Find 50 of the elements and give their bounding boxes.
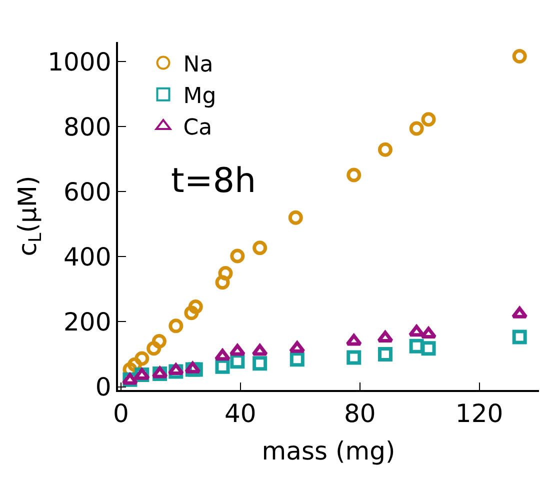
point bbox=[184, 362, 201, 374]
point bbox=[229, 344, 246, 356]
annotation: t=8h bbox=[171, 161, 256, 201]
point bbox=[421, 341, 436, 356]
point bbox=[346, 334, 362, 346]
point bbox=[230, 248, 245, 264]
x-tick-label: 120 bbox=[455, 398, 504, 428]
point bbox=[152, 334, 166, 348]
point bbox=[218, 266, 233, 280]
point bbox=[408, 324, 425, 337]
point bbox=[252, 344, 268, 356]
point bbox=[188, 299, 203, 314]
point bbox=[252, 240, 268, 256]
point bbox=[409, 121, 424, 136]
point bbox=[215, 359, 230, 374]
point bbox=[421, 112, 436, 127]
point bbox=[184, 306, 199, 320]
point bbox=[146, 341, 162, 356]
y-tick-label: 800 bbox=[64, 112, 112, 142]
point bbox=[420, 326, 437, 339]
point bbox=[215, 275, 230, 290]
point bbox=[346, 168, 362, 182]
x-axis-title: mass (mg) bbox=[262, 436, 396, 466]
x-tick-label: 80 bbox=[344, 398, 376, 428]
point bbox=[377, 330, 394, 342]
y-tick-label: 600 bbox=[64, 177, 112, 206]
point bbox=[252, 356, 268, 371]
point bbox=[512, 330, 527, 344]
point bbox=[288, 210, 303, 225]
point bbox=[289, 341, 306, 353]
x-tick-label: 40 bbox=[224, 398, 256, 428]
y-tick-label: 0 bbox=[95, 372, 112, 402]
point bbox=[152, 366, 168, 378]
point bbox=[378, 142, 392, 157]
legend-label: Ca bbox=[183, 116, 212, 141]
point bbox=[409, 338, 424, 354]
y-tick-label: 200 bbox=[64, 307, 112, 336]
point bbox=[134, 351, 150, 366]
point bbox=[168, 363, 184, 375]
point bbox=[512, 49, 527, 64]
point bbox=[346, 350, 362, 365]
point bbox=[378, 346, 392, 362]
point bbox=[214, 348, 231, 361]
point bbox=[168, 318, 184, 334]
legend-label: Mg bbox=[183, 84, 216, 109]
point bbox=[511, 306, 528, 318]
y-tick-label: 400 bbox=[64, 242, 112, 272]
y-tick-label: 1000 bbox=[48, 47, 112, 76]
point bbox=[290, 352, 304, 367]
legend-label: Na bbox=[183, 52, 214, 78]
